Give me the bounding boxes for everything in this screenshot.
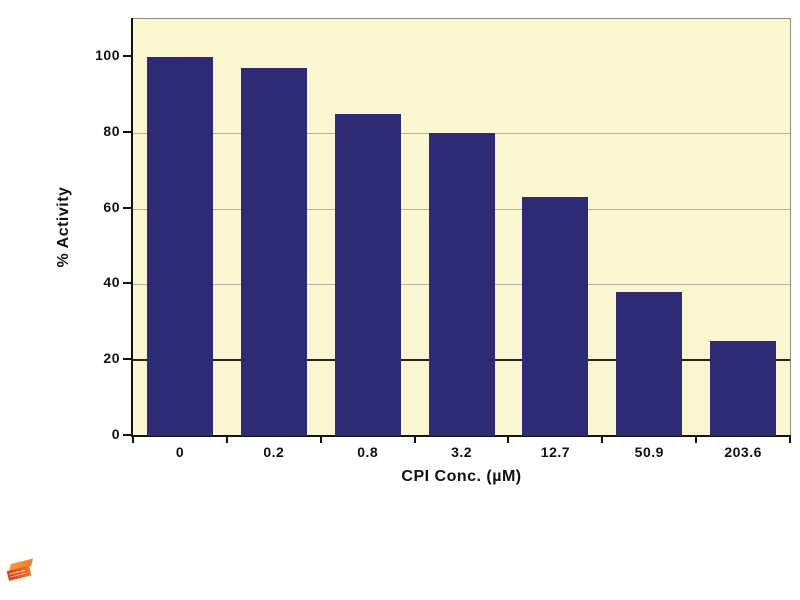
y-tick-0 — [123, 434, 131, 436]
y-tick-label-40: 40 — [103, 274, 120, 291]
x-tick-boundary-4 — [507, 437, 510, 443]
x-tick-boundary-3 — [413, 437, 416, 443]
bar-0 — [146, 56, 213, 436]
x-tick-label-0.8: 0.8 — [357, 444, 379, 460]
x-tick-boundary-0 — [132, 437, 134, 443]
x-tick-boundary-1 — [225, 437, 228, 443]
plot-area — [133, 18, 791, 436]
y-tick-label-20: 20 — [103, 350, 120, 367]
x-tick-label-203.6: 203.6 — [724, 444, 762, 460]
bar-3.2 — [428, 132, 495, 436]
x-tick-label-12.7: 12.7 — [540, 444, 571, 460]
y-tick-label-60: 60 — [103, 198, 120, 215]
bar-203.6 — [710, 341, 777, 436]
x-tick-label-0.2: 0.2 — [263, 444, 285, 460]
bar-50.9 — [616, 291, 683, 436]
bar-0.2 — [240, 68, 307, 436]
x-tick-label-3.2: 3.2 — [451, 444, 473, 460]
y-tick-80 — [123, 130, 131, 133]
x-tick-label-0: 0 — [175, 444, 185, 460]
x-tick-boundary-6 — [695, 437, 698, 443]
bar-0.8 — [334, 113, 401, 436]
y-tick-label-80: 80 — [103, 122, 120, 139]
y-tick-100 — [123, 54, 131, 57]
x-axis-line — [131, 435, 791, 437]
x-tick-boundary-7 — [789, 437, 791, 443]
y-tick-60 — [123, 206, 131, 209]
y-tick-label-0: 0 — [111, 426, 120, 442]
x-tick-boundary-5 — [601, 437, 604, 443]
orange-brick-logo-icon — [5, 558, 35, 583]
x-tick-label-50.9: 50.9 — [634, 444, 664, 460]
x-axis-title: CPI Conc. (µM) — [401, 468, 522, 485]
y-tick-label-100: 100 — [95, 46, 120, 63]
y-tick-20 — [123, 358, 131, 361]
y-tick-40 — [123, 282, 131, 285]
x-tick-boundary-2 — [319, 437, 322, 443]
bar-12.7 — [522, 197, 589, 436]
y-axis-line — [131, 18, 133, 437]
